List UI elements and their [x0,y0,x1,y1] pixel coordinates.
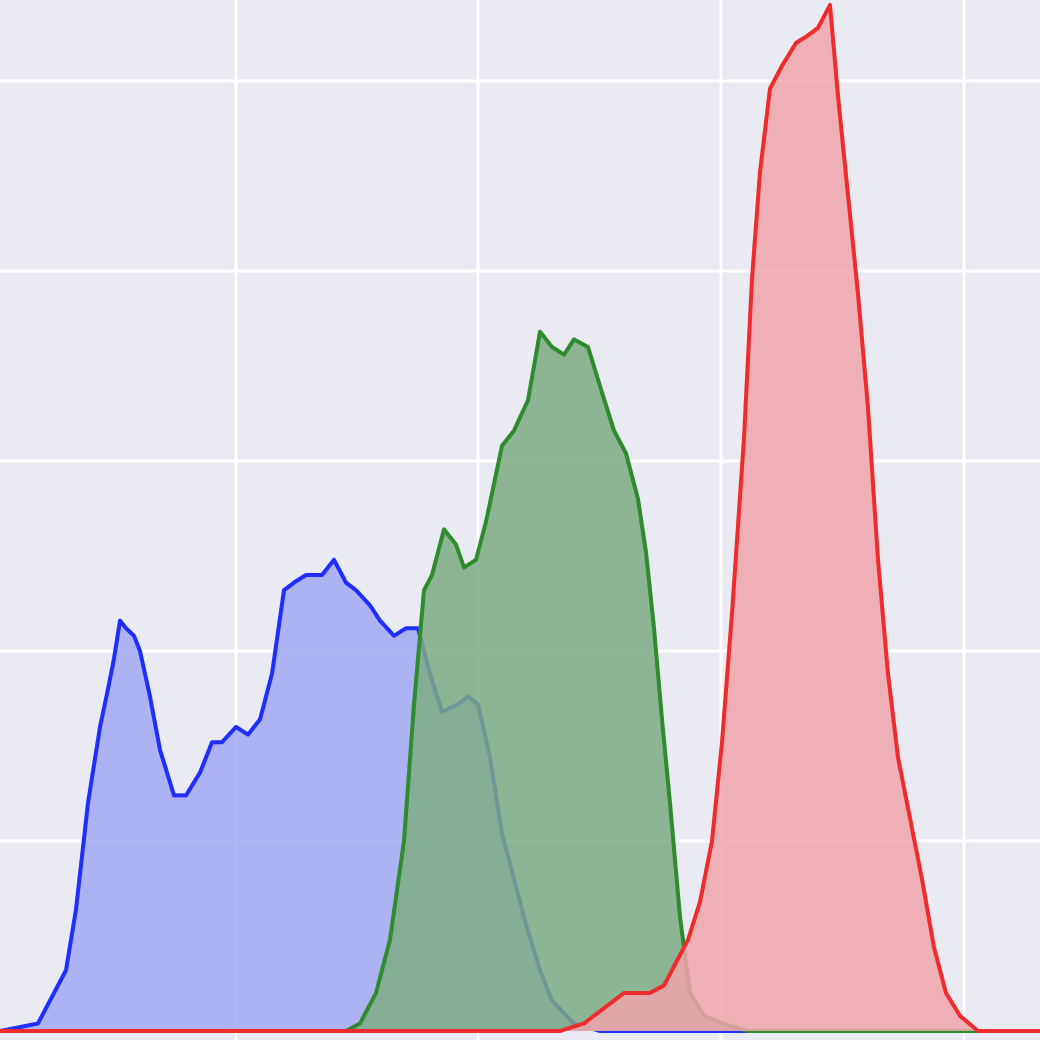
series-2-line [0,3,1040,1033]
series-2-area [0,5,1040,1031]
series-1-line [0,329,1040,1033]
series-1-area [0,331,1040,1031]
series-0-area [0,559,1040,1031]
series-layer [0,3,1040,1033]
